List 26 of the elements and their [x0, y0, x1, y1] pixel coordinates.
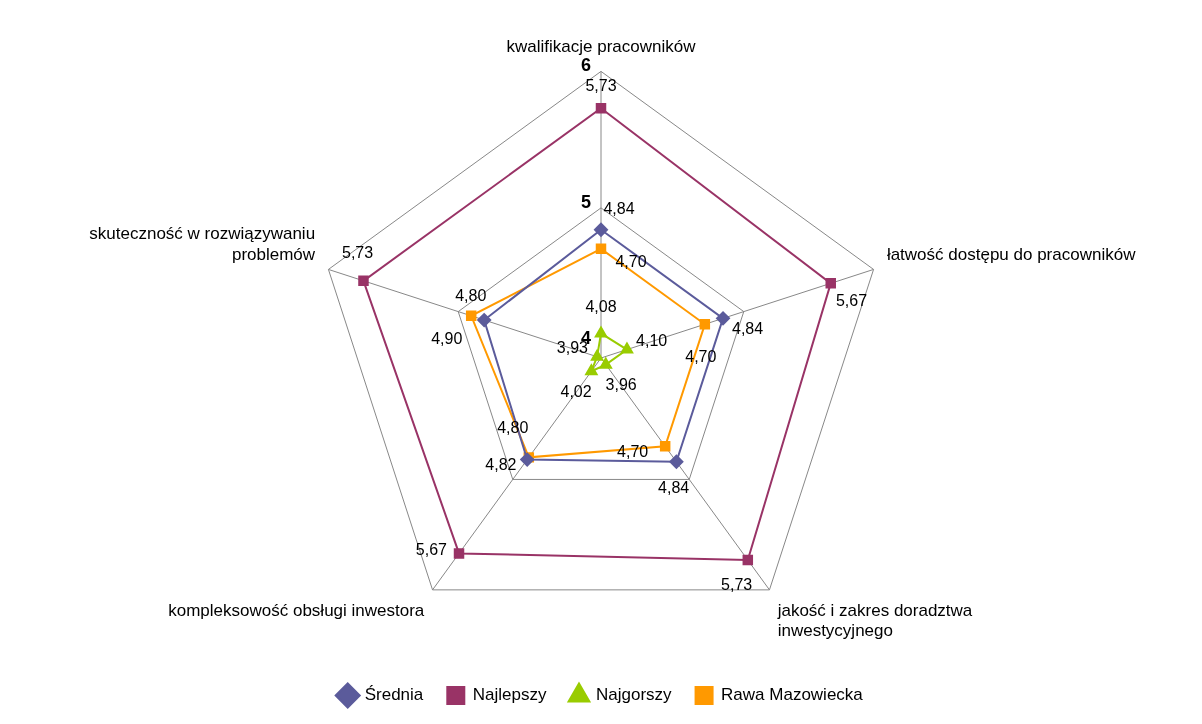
- data-label: 5,67: [835, 292, 868, 310]
- data-label: 5,73: [585, 76, 617, 94]
- data-label: 4,84: [603, 200, 635, 218]
- data-label: 5,73: [721, 575, 753, 593]
- legend-label: Najlepszy: [472, 685, 547, 705]
- legend-label: Najgorszy: [596, 685, 673, 705]
- data-label: 4,84: [732, 319, 764, 337]
- data-label: 4,02: [560, 382, 592, 400]
- data-label: 4,84: [658, 478, 690, 496]
- data-label: 3,96: [605, 376, 637, 394]
- spoke-label: kompleksowość obsługi inwestora: [168, 601, 425, 621]
- spoke-label: skuteczność w rozwiązywaniu problemów: [89, 224, 316, 264]
- legend-label: Rawa Mazowiecka: [721, 685, 864, 705]
- data-label: 5,67: [415, 541, 448, 559]
- data-label: 4,08: [585, 297, 617, 315]
- spoke-label: kwalifikacje pracowników: [506, 36, 697, 56]
- y-tick-label: 5: [580, 191, 591, 212]
- data-label: 5,73: [342, 244, 374, 262]
- data-label: 4,90: [431, 329, 463, 347]
- spoke-label: jakość i zakres doradztwa inwestycyjnego: [776, 601, 973, 641]
- data-label: 4,82: [485, 455, 517, 473]
- spoke-label: łatwość dostępu do pracowników: [886, 244, 1137, 264]
- data-label: 4,80: [455, 287, 487, 305]
- legend-label: Średnia: [364, 685, 424, 705]
- y-tick-label: 6: [580, 55, 591, 76]
- data-label: 4,10: [636, 331, 668, 349]
